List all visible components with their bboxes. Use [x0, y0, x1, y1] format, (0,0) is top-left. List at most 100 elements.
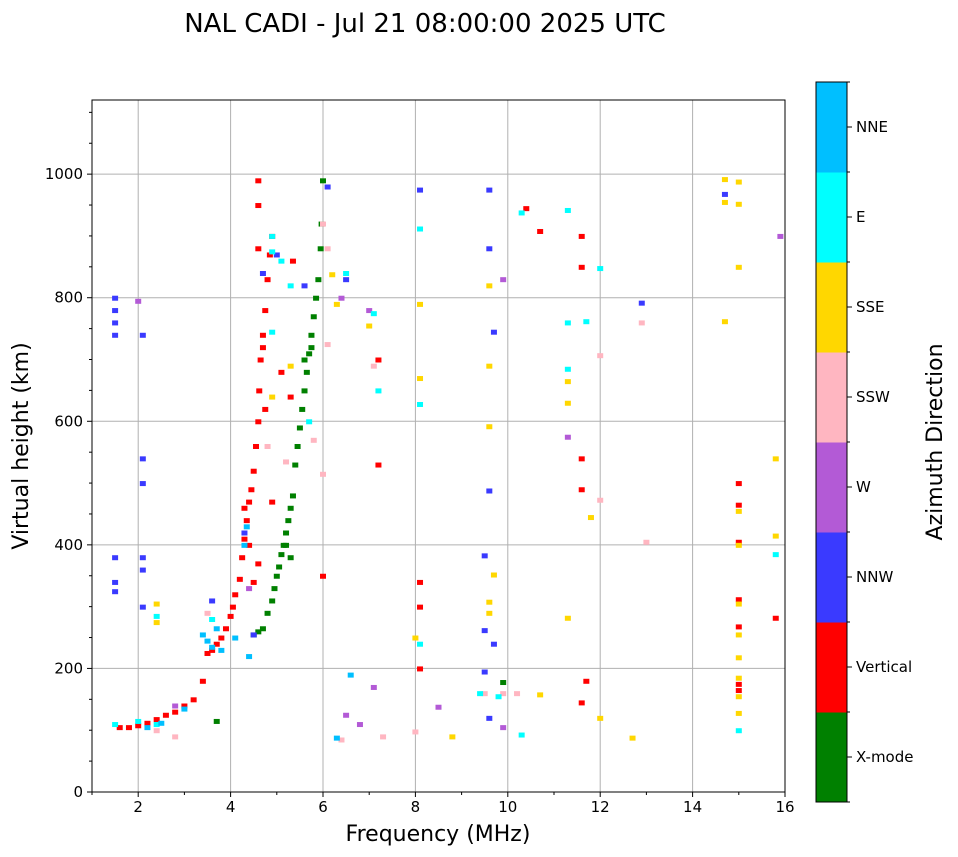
data-point [310, 314, 317, 320]
data-point [477, 691, 484, 697]
data-point [283, 530, 290, 536]
data-point [518, 210, 525, 216]
data-point [320, 178, 326, 184]
data-point [264, 277, 271, 283]
data-point [259, 332, 266, 338]
data-point [112, 332, 119, 338]
data-point [248, 487, 255, 493]
y-tick-label: 0 [73, 783, 83, 801]
data-point [227, 613, 234, 619]
data-point [772, 533, 779, 539]
data-point [259, 345, 266, 351]
data-point [255, 629, 262, 635]
data-point [643, 539, 650, 545]
data-point [209, 617, 216, 622]
data-point [578, 456, 585, 462]
data-point [417, 401, 424, 407]
data-point [564, 320, 571, 326]
data-point [199, 678, 206, 684]
data-point [370, 363, 377, 369]
data-point [222, 626, 229, 632]
data-point [324, 246, 331, 252]
data-point [204, 638, 211, 644]
data-point [158, 720, 165, 726]
data-point [583, 678, 590, 684]
data-point [638, 320, 645, 326]
data-point [366, 308, 373, 314]
data-point [735, 681, 742, 687]
data-point [772, 615, 779, 621]
data-point [597, 266, 604, 272]
colorbar-segment [816, 442, 847, 533]
data-point [486, 424, 493, 430]
data-point [514, 691, 521, 697]
colorbar: X-mode Vertical NNW W SSW SSE E NNE [815, 81, 913, 803]
data-point [564, 366, 571, 372]
colorbar-segment [816, 262, 847, 353]
data-point [324, 184, 331, 190]
data-point [278, 258, 285, 264]
y-axis-ticks: 0 200 400 600 800 1000 [45, 111, 92, 801]
data-point [273, 573, 280, 579]
data-point [347, 672, 354, 678]
data-point [301, 357, 308, 363]
y-tick-label: 200 [54, 659, 83, 677]
data-point [153, 722, 160, 728]
colorbar-label: SSW [856, 388, 890, 406]
data-point [317, 246, 324, 252]
data-point [721, 191, 728, 197]
data-point [735, 502, 742, 508]
data-point [583, 319, 590, 325]
data-point [112, 320, 119, 326]
data-point [481, 669, 488, 675]
data-point [735, 508, 742, 514]
data-point [283, 542, 290, 548]
data-point [486, 283, 493, 289]
x-axis-label: Frequency (MHz) [346, 822, 531, 847]
colorbar-segment [816, 352, 847, 443]
data-point [283, 459, 290, 465]
data-point [486, 363, 493, 369]
data-point [172, 709, 179, 715]
x-tick-label: 14 [683, 798, 702, 816]
data-point [246, 586, 253, 592]
data-point [289, 258, 296, 264]
y-axis-label: Virtual height (km) [9, 342, 34, 549]
data-point [256, 388, 263, 394]
data-point [578, 700, 585, 706]
data-point [735, 542, 742, 548]
x-axis-ticks: 2 4 6 8 10 12 14 16 [91, 792, 795, 816]
data-point [135, 298, 142, 304]
data-point [735, 597, 742, 603]
data-point [772, 456, 779, 462]
plot-background [92, 100, 785, 792]
data-point [259, 271, 266, 276]
data-point [241, 536, 248, 542]
data-point [449, 734, 456, 740]
data-point [278, 369, 285, 375]
data-point [343, 277, 350, 283]
data-point [153, 717, 160, 723]
data-point [255, 419, 262, 425]
data-point [629, 735, 636, 741]
data-point [276, 564, 283, 570]
data-point [172, 703, 179, 709]
colorbar-segment [816, 532, 847, 623]
data-point [537, 692, 544, 698]
data-point [486, 246, 493, 252]
data-point [329, 272, 336, 278]
data-point [486, 488, 493, 494]
data-point [523, 206, 530, 212]
data-point [139, 481, 146, 487]
data-point [273, 252, 280, 258]
data-point [112, 555, 119, 561]
data-point [303, 369, 310, 375]
data-point [597, 353, 604, 359]
data-point [181, 703, 188, 709]
data-point [271, 586, 278, 592]
data-point [417, 301, 424, 307]
data-point [486, 187, 493, 193]
data-point [343, 712, 350, 718]
data-point [735, 539, 742, 545]
data-point [139, 456, 146, 462]
